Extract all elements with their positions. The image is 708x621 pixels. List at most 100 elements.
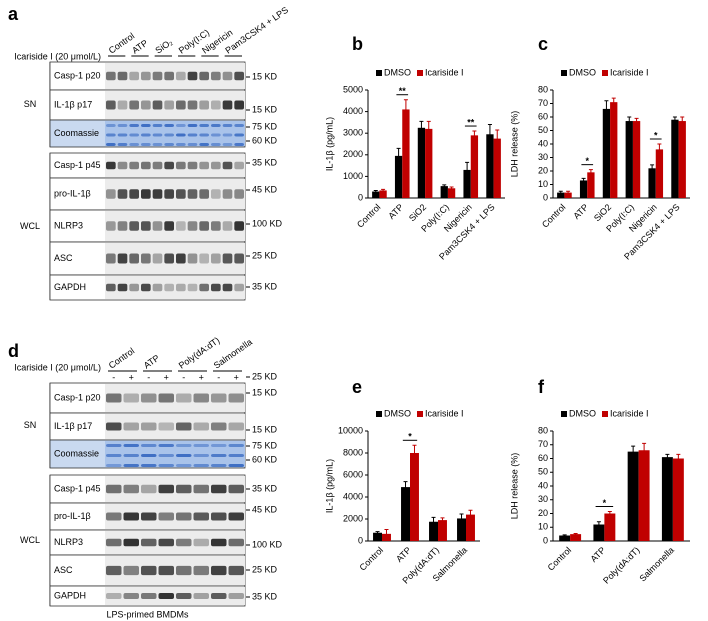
y-tick-label: 50 bbox=[538, 125, 548, 135]
blot-background bbox=[105, 243, 245, 274]
x-tick-label: Control bbox=[546, 545, 574, 573]
error-bar bbox=[631, 445, 636, 458]
bar bbox=[602, 108, 611, 198]
blot-band bbox=[228, 422, 244, 431]
blot-band bbox=[141, 189, 151, 199]
legend-swatch bbox=[417, 70, 423, 76]
y-axis-label: LDH release (%) bbox=[509, 453, 519, 520]
blot-band bbox=[211, 161, 221, 170]
x-tick-label: Control bbox=[355, 202, 383, 230]
blot-band bbox=[193, 444, 209, 447]
marker-label: 35 KD bbox=[252, 591, 278, 601]
y-tick-label: 60 bbox=[538, 111, 548, 121]
bar bbox=[394, 155, 403, 198]
bar bbox=[493, 138, 501, 198]
error-bar bbox=[581, 177, 586, 183]
blot-band bbox=[117, 189, 128, 199]
legend-label: Icariside I bbox=[425, 67, 464, 77]
panel-label: d bbox=[8, 341, 19, 361]
blot-band bbox=[117, 133, 128, 137]
blot-band bbox=[176, 189, 186, 199]
blot-band bbox=[129, 71, 139, 81]
bar bbox=[379, 190, 387, 198]
blot-band bbox=[123, 444, 139, 447]
blot-band bbox=[141, 100, 151, 110]
legend-swatch bbox=[561, 411, 567, 417]
y-tick-label: 30 bbox=[538, 152, 548, 162]
y-tick-label: 30 bbox=[538, 494, 548, 504]
bar bbox=[671, 119, 679, 198]
blot-band bbox=[158, 593, 174, 599]
panel-label: c bbox=[538, 34, 548, 54]
legend-swatch bbox=[417, 411, 423, 417]
blot-band bbox=[117, 253, 128, 264]
bar bbox=[648, 168, 656, 198]
marker-label: 60 KD bbox=[252, 454, 278, 464]
blot-band bbox=[176, 253, 186, 264]
marker-label: 45 KD bbox=[252, 504, 278, 514]
blot-band bbox=[199, 253, 209, 264]
y-tick-label: 20 bbox=[538, 508, 548, 518]
blot-band bbox=[228, 593, 244, 599]
blot-background bbox=[105, 587, 245, 605]
y-tick-label: 0 bbox=[358, 535, 363, 545]
blot-band bbox=[187, 253, 198, 264]
bar bbox=[463, 169, 471, 198]
legend-label: DMSO bbox=[569, 67, 596, 77]
error-bar bbox=[596, 521, 601, 528]
y-tick-label: 10000 bbox=[338, 425, 363, 435]
blot-band bbox=[117, 161, 128, 170]
blot-band bbox=[222, 71, 233, 81]
blot-band bbox=[106, 464, 122, 467]
bar bbox=[425, 128, 433, 198]
blot-band bbox=[141, 71, 151, 81]
blot-band bbox=[176, 393, 192, 403]
blot-band bbox=[222, 189, 233, 199]
blot-band bbox=[176, 454, 192, 457]
blot-band bbox=[152, 221, 163, 231]
blot-band bbox=[123, 593, 139, 599]
blot-band bbox=[193, 538, 209, 547]
y-tick-label: 4000 bbox=[343, 106, 363, 116]
blot-band bbox=[176, 221, 186, 231]
blot-band bbox=[176, 124, 186, 127]
x-tick-label: Control bbox=[540, 202, 568, 230]
blot-band bbox=[106, 538, 122, 547]
y-tick-label: 40 bbox=[538, 138, 548, 148]
group-label: WCL bbox=[20, 535, 40, 545]
blot-band bbox=[141, 593, 157, 599]
x-tick-label: Salmonella bbox=[637, 545, 676, 584]
blot-band bbox=[129, 283, 139, 292]
blot-band bbox=[106, 283, 116, 292]
panel-label: e bbox=[352, 377, 362, 397]
marker-label: 45 KD bbox=[252, 184, 278, 194]
blot-band bbox=[164, 283, 174, 292]
blot-band bbox=[158, 512, 174, 521]
row-label: NLRP3 bbox=[54, 220, 83, 230]
error-bar bbox=[373, 189, 378, 194]
blot-band bbox=[106, 593, 122, 599]
y-axis-label: IL-1β (pg/mL) bbox=[324, 117, 334, 171]
blot-band bbox=[176, 593, 192, 599]
blot-band bbox=[193, 464, 209, 467]
blot-band bbox=[222, 161, 233, 170]
bar bbox=[570, 534, 582, 541]
marker-label: 25 KD bbox=[252, 250, 278, 260]
blot-band bbox=[158, 454, 174, 457]
blot-band bbox=[141, 422, 157, 431]
group-label: WCL bbox=[20, 221, 40, 231]
y-tick-label: 80 bbox=[538, 425, 548, 435]
y-tick-label: 0 bbox=[543, 192, 548, 202]
x-tick-label: ATP bbox=[571, 202, 590, 221]
sign-label: - bbox=[217, 372, 220, 382]
blot-band bbox=[234, 221, 244, 231]
x-tick-label: ATP bbox=[394, 545, 413, 564]
blot-band bbox=[211, 100, 221, 110]
error-bar bbox=[627, 116, 632, 126]
blot-band bbox=[141, 253, 151, 264]
blot-band bbox=[187, 283, 198, 292]
blot-band bbox=[106, 161, 116, 170]
sign-label: + bbox=[234, 372, 239, 382]
bar bbox=[559, 535, 571, 541]
error-bar bbox=[449, 186, 454, 191]
